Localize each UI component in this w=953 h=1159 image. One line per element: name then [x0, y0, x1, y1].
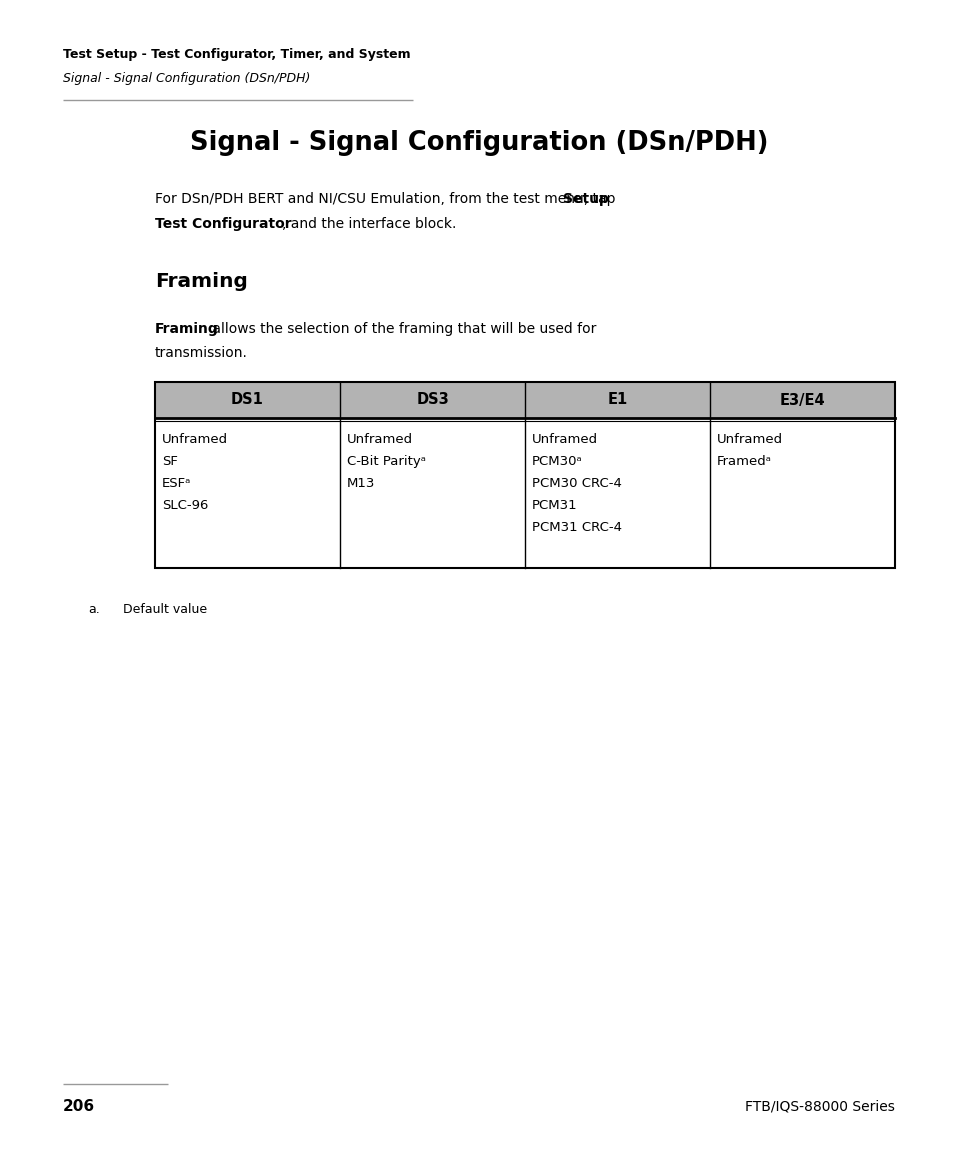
Text: Signal - Signal Configuration (DSn/PDH): Signal - Signal Configuration (DSn/PDH)	[63, 72, 310, 85]
Text: a.: a.	[88, 603, 100, 615]
Text: ESFᵃ: ESFᵃ	[162, 478, 192, 490]
Text: E1: E1	[607, 393, 627, 408]
Text: C-Bit Parityᵃ: C-Bit Parityᵃ	[347, 455, 426, 468]
Text: PCM30 CRC-4: PCM30 CRC-4	[532, 478, 621, 490]
Text: M13: M13	[347, 478, 375, 490]
Text: Framing: Framing	[154, 322, 218, 336]
Text: Unframed: Unframed	[717, 433, 782, 446]
Text: ,: ,	[598, 192, 602, 206]
Text: Default value: Default value	[123, 603, 207, 615]
Text: PCM31 CRC-4: PCM31 CRC-4	[532, 522, 621, 534]
Text: FTB/IQS-88000 Series: FTB/IQS-88000 Series	[744, 1099, 894, 1113]
Text: SLC-96: SLC-96	[162, 500, 208, 512]
Text: , and the interface block.: , and the interface block.	[282, 217, 456, 231]
Bar	[154, 418, 894, 568]
Text: PCM31: PCM31	[532, 500, 577, 512]
Text: Framing: Framing	[154, 272, 248, 291]
Text: Unframed: Unframed	[347, 433, 413, 446]
Text: Test Configurator: Test Configurator	[154, 217, 292, 231]
Text: 206: 206	[63, 1099, 95, 1114]
Text: DS3: DS3	[416, 393, 449, 408]
Bar	[154, 382, 894, 418]
Text: Unframed: Unframed	[532, 433, 598, 446]
Text: SF: SF	[162, 455, 177, 468]
Text: Unframed: Unframed	[162, 433, 228, 446]
Bar	[154, 382, 894, 568]
Text: Setup: Setup	[562, 192, 608, 206]
Text: transmission.: transmission.	[154, 347, 248, 360]
Text: Signal - Signal Configuration (DSn/PDH): Signal - Signal Configuration (DSn/PDH)	[190, 130, 767, 156]
Text: E3/E4: E3/E4	[779, 393, 824, 408]
Text: For DSn/PDH BERT and NI/CSU Emulation, from the test menu, tap: For DSn/PDH BERT and NI/CSU Emulation, f…	[154, 192, 619, 206]
Text: PCM30ᵃ: PCM30ᵃ	[532, 455, 582, 468]
Text: Framedᵃ: Framedᵃ	[717, 455, 771, 468]
Text: Test Setup - Test Configurator, Timer, and System: Test Setup - Test Configurator, Timer, a…	[63, 48, 410, 61]
Text: DS1: DS1	[231, 393, 264, 408]
Text: allows the selection of the framing that will be used for: allows the selection of the framing that…	[209, 322, 597, 336]
